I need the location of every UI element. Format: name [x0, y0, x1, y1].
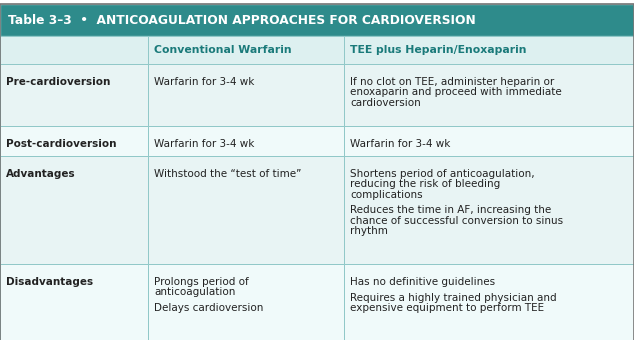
Bar: [148, 126, 344, 156]
Text: Disadvantages: Disadvantages: [6, 277, 93, 287]
Text: Warfarin for 3-4 wk: Warfarin for 3-4 wk: [154, 139, 254, 149]
Text: Advantages: Advantages: [6, 169, 75, 179]
Text: Reduces the time in AF, increasing the: Reduces the time in AF, increasing the: [350, 205, 551, 215]
Text: cardioversion: cardioversion: [350, 98, 421, 108]
Text: reducing the risk of bleeding: reducing the risk of bleeding: [350, 180, 500, 189]
Text: Requires a highly trained physician and: Requires a highly trained physician and: [350, 292, 557, 303]
Text: Warfarin for 3-4 wk: Warfarin for 3-4 wk: [350, 139, 450, 149]
Bar: [344, 156, 634, 264]
Text: expensive equipment to perform TEE: expensive equipment to perform TEE: [350, 303, 544, 313]
Text: Pre-cardioversion: Pre-cardioversion: [6, 77, 110, 87]
Bar: [344, 126, 634, 156]
Bar: [0, 126, 148, 156]
Text: Conventional Warfarin: Conventional Warfarin: [154, 45, 292, 55]
Text: Warfarin for 3-4 wk: Warfarin for 3-4 wk: [154, 77, 254, 87]
Text: If no clot on TEE, administer heparin or: If no clot on TEE, administer heparin or: [350, 77, 554, 87]
Text: TEE plus Heparin/Enoxaparin: TEE plus Heparin/Enoxaparin: [350, 45, 526, 55]
Text: Table 3–3  •  ANTICOAGULATION APPROACHES FOR CARDIOVERSION: Table 3–3 • ANTICOAGULATION APPROACHES F…: [8, 14, 476, 27]
Text: Shortens period of anticoagulation,: Shortens period of anticoagulation,: [350, 169, 534, 179]
Bar: [344, 36, 634, 64]
Text: Post-cardioversion: Post-cardioversion: [6, 139, 117, 149]
Bar: [0, 156, 148, 264]
Text: anticoagulation: anticoagulation: [154, 287, 235, 298]
Bar: [0, 36, 148, 64]
Text: enoxaparin and proceed with immediate: enoxaparin and proceed with immediate: [350, 87, 562, 97]
Text: complications: complications: [350, 190, 423, 200]
Bar: [148, 64, 344, 126]
Bar: [344, 264, 634, 340]
Bar: [148, 156, 344, 264]
Bar: [148, 36, 344, 64]
Text: Has no definitive guidelines: Has no definitive guidelines: [350, 277, 495, 287]
Bar: [0, 4, 634, 36]
Text: Delays cardioversion: Delays cardioversion: [154, 303, 263, 313]
Text: Prolongs period of: Prolongs period of: [154, 277, 249, 287]
Bar: [0, 64, 148, 126]
Bar: [148, 264, 344, 340]
Text: Withstood the “test of time”: Withstood the “test of time”: [154, 169, 301, 179]
Bar: [0, 264, 148, 340]
Text: rhythm: rhythm: [350, 226, 388, 236]
Bar: [344, 64, 634, 126]
Text: chance of successful conversion to sinus: chance of successful conversion to sinus: [350, 216, 563, 225]
